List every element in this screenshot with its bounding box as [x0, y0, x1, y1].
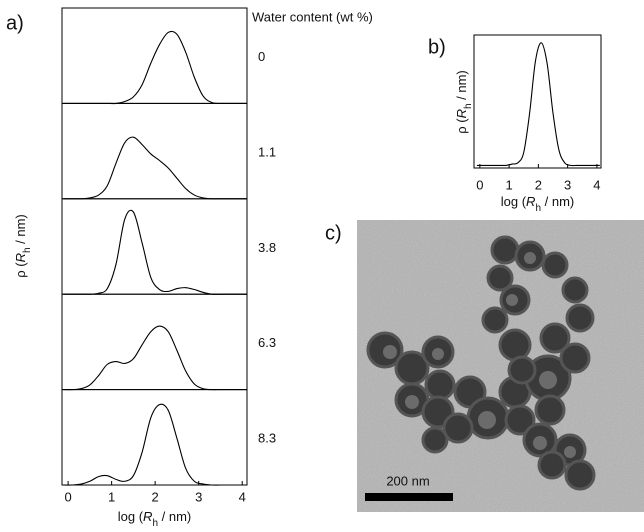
series-label: 6.3 [258, 335, 276, 350]
x-axis-label-part: log ( [501, 194, 527, 209]
y-axis-label-part: ρ ( [454, 118, 469, 134]
plot-frame [61, 389, 248, 486]
x-tick-label: 0 [476, 177, 483, 192]
x-tick-label: 3 [564, 177, 571, 192]
curve [63, 209, 247, 295]
plot-frame [61, 293, 248, 391]
plot-frame [61, 198, 248, 295]
scale-bar-label: 200 nm [386, 473, 429, 488]
y-axis-label-part: ρ ( [13, 262, 28, 278]
x-tick-label: 2 [152, 489, 159, 504]
curve [476, 42, 600, 167]
curve [63, 136, 247, 200]
x-axis-label-part: h [535, 203, 541, 214]
x-tick-label: 0 [64, 489, 71, 504]
y-axis-label: ρ (Rh / nm) [13, 214, 33, 278]
tem-image [357, 220, 644, 512]
x-axis-label-part: h [152, 518, 158, 527]
series-label: 3.8 [258, 240, 276, 255]
x-tick-label: 4 [593, 177, 600, 192]
x-tick-label: 1 [108, 489, 115, 504]
series-label: 0 [258, 49, 265, 64]
panel-label: b) [428, 36, 446, 58]
x-tick-label: 4 [239, 489, 246, 504]
curve [63, 325, 247, 391]
x-axis-label: log (Rh / nm) [118, 509, 191, 527]
plot-frame [473, 34, 602, 169]
y-axis-label-part: / nm) [454, 70, 469, 103]
series-label: 1.1 [258, 144, 276, 159]
x-axis-label-part: / nm) [541, 194, 574, 209]
panel-label: c) [325, 222, 342, 244]
legend-title: Water content (wt %) [252, 9, 373, 24]
y-axis-label: ρ (Rh / nm) [454, 70, 474, 134]
y-axis-label-part: R [454, 109, 469, 118]
y-axis-label-part: h [463, 103, 474, 109]
x-axis-label-part: R [526, 194, 535, 209]
plot-frame [61, 102, 248, 200]
y-axis-label-part: R [13, 253, 28, 262]
y-axis-label-part: h [22, 247, 33, 253]
curve [63, 403, 247, 486]
curve [63, 30, 247, 105]
scale-bar [365, 493, 453, 501]
x-tick-label: 3 [195, 489, 202, 504]
x-axis-label: log (Rh / nm) [501, 194, 574, 214]
y-axis-label-part: / nm) [13, 214, 28, 247]
x-axis-label-part: / nm) [158, 509, 191, 524]
panel-label: a) [6, 12, 24, 34]
series-label: 8.3 [258, 431, 276, 446]
x-tick-label: 1 [505, 177, 512, 192]
x-axis-label-part: R [143, 509, 152, 524]
x-tick-label: 2 [535, 177, 542, 192]
x-axis-label-part: log ( [118, 509, 144, 524]
